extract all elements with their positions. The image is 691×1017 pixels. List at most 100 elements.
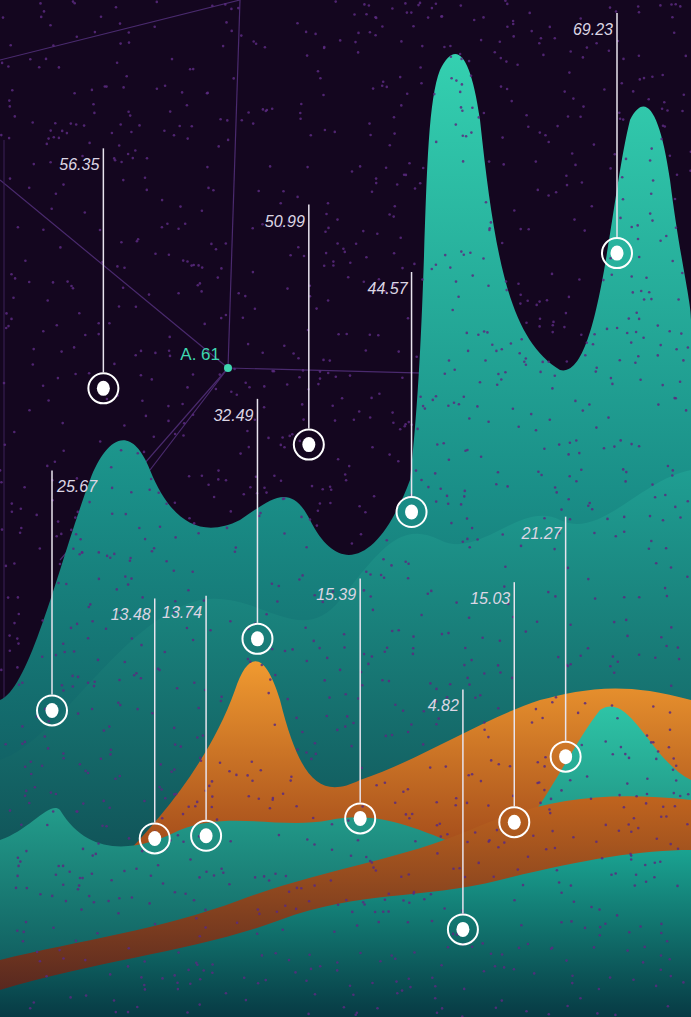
texture-dot [45, 58, 48, 61]
texture-dot [401, 267, 404, 270]
texture-dot [439, 822, 442, 825]
texture-dot [192, 68, 195, 71]
texture-dot [669, 843, 672, 846]
texture-dot [173, 768, 176, 771]
texture-dot [324, 230, 327, 233]
texture-dot [319, 965, 322, 968]
texture-dot [619, 439, 622, 442]
texture-dot [638, 596, 641, 599]
texture-dot [127, 1011, 130, 1014]
texture-dot [99, 440, 102, 443]
texture-dot [20, 507, 23, 510]
texture-dot [62, 752, 65, 755]
texture-dot [57, 377, 60, 380]
texture-dot [566, 1005, 569, 1008]
texture-dot [269, 807, 272, 810]
texture-dot [217, 276, 220, 279]
texture-dot [582, 105, 585, 108]
texture-dot [675, 348, 678, 351]
texture-dot [476, 405, 479, 408]
texture-dot [647, 98, 650, 101]
texture-dot [665, 645, 668, 648]
texture-dot [423, 898, 426, 901]
texture-dot [466, 677, 469, 680]
texture-dot [369, 134, 372, 137]
texture-dot [577, 712, 580, 715]
texture-dot [14, 115, 17, 118]
texture-dot [235, 774, 238, 777]
texture-dot [473, 19, 476, 22]
texture-dot [394, 802, 397, 805]
texture-dot [671, 16, 674, 19]
texture-dot [437, 717, 440, 720]
texture-dot [261, 664, 264, 667]
texture-dot [482, 257, 485, 260]
texture-dot [554, 595, 557, 598]
texture-dot [239, 452, 242, 455]
texture-dot [365, 13, 368, 16]
texture-dot [497, 664, 500, 667]
texture-dot [105, 825, 108, 828]
texture-dot [156, 1, 159, 4]
texture-dot [503, 585, 506, 588]
texture-dot [157, 492, 160, 495]
texture-dot [186, 104, 189, 107]
texture-dot [422, 405, 425, 408]
texture-dot [552, 324, 555, 327]
texture-dot [70, 529, 73, 532]
texture-dot [229, 620, 232, 623]
texture-dot [108, 725, 111, 728]
texture-dot [307, 1013, 310, 1016]
texture-dot [471, 527, 474, 530]
texture-dot [441, 633, 444, 636]
texture-dot [419, 66, 422, 69]
texture-dot [455, 123, 458, 126]
texture-dot [613, 445, 616, 448]
texture-dot [184, 893, 187, 896]
leader-line [205, 596, 207, 820]
texture-dot [614, 153, 617, 156]
texture-dot [65, 900, 68, 903]
texture-dot [24, 795, 27, 798]
texture-dot [70, 627, 73, 630]
texture-dot [305, 979, 308, 982]
texture-dot [458, 403, 461, 406]
leader-line [616, 13, 618, 237]
texture-dot [606, 328, 609, 331]
texture-dot [211, 5, 214, 8]
texture-dot [634, 884, 637, 887]
texture-dot [667, 465, 670, 468]
texture-dot [551, 273, 554, 276]
texture-dot [374, 34, 377, 37]
texture-dot [89, 603, 92, 606]
texture-dot [407, 317, 410, 320]
texture-dot [175, 793, 178, 796]
texture-dot [75, 940, 78, 943]
texture-dot [474, 697, 477, 700]
texture-dot [251, 780, 254, 783]
texture-dot [242, 317, 245, 320]
texture-dot [220, 695, 223, 698]
texture-dot [584, 354, 587, 357]
texture-dot [0, 134, 3, 137]
texture-dot [582, 56, 585, 59]
texture-dot [675, 779, 678, 782]
texture-dot [18, 613, 21, 616]
texture-dot [531, 721, 534, 724]
texture-dot [91, 89, 94, 92]
marker-ring [294, 430, 324, 460]
texture-dot [161, 977, 164, 980]
texture-dot [586, 341, 589, 344]
texture-dot [468, 616, 471, 619]
texture-dot [431, 977, 434, 980]
texture-dot [146, 189, 149, 192]
texture-dot [310, 134, 313, 137]
texture-dot [197, 707, 200, 710]
texture-dot [358, 410, 361, 413]
texture-dot [442, 442, 445, 445]
texture-dot [58, 66, 61, 69]
texture-dot [225, 479, 228, 482]
texture-dot [500, 85, 503, 88]
texture-dot [662, 519, 665, 522]
texture-dot [164, 651, 167, 654]
